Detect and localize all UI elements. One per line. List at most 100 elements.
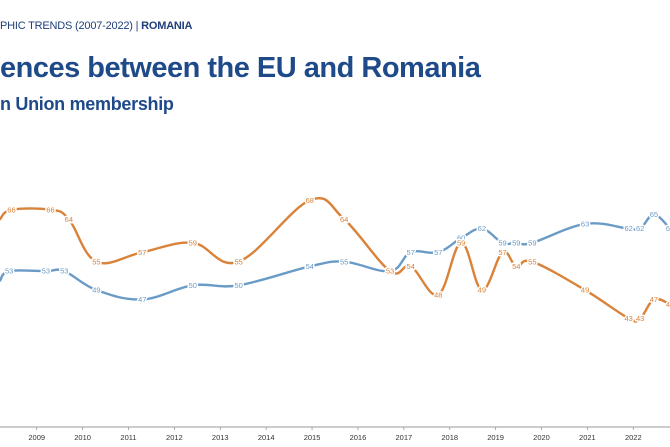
series-blue-data-label: 65 [650, 210, 658, 219]
series-blue-label-halo: 50 [234, 281, 242, 290]
series-orange-label-halo: 55 [234, 257, 242, 266]
series-orange-label-halo: 43 [636, 314, 644, 323]
series-orange-label-halo: 59 [189, 238, 197, 247]
series-blue-data-label: 59 [512, 238, 520, 247]
series-orange-data-label: 54 [407, 262, 415, 271]
series-blue-data-label: 60 [457, 234, 465, 243]
series-orange-data-label: 66 [7, 205, 15, 214]
series-blue-label-halo: 59 [512, 238, 520, 247]
series-blue-label-halo: 47 [138, 295, 146, 304]
series-blue-data-label: 57 [407, 248, 415, 257]
series-blue-label-halo: 60 [457, 234, 465, 243]
series-blue-label-halo: 59 [498, 238, 506, 247]
series-orange-data-label: 66 [46, 205, 54, 214]
series-orange-label-halo: 59 [457, 238, 465, 247]
series-blue-line [0, 213, 670, 301]
series-orange-data-label: 57 [138, 248, 146, 257]
series-blue-data-label: 49 [92, 286, 100, 295]
x-tick-label: 2021 [579, 433, 596, 442]
series-blue-data-label: 59 [498, 238, 506, 247]
header-series-text: PHIC TRENDS (2007-2022) | [0, 20, 139, 32]
series-blue-label-halo: 53 [60, 267, 68, 276]
x-tick-label: 2014 [258, 433, 275, 442]
series-orange-label-halo: 68 [306, 196, 314, 205]
x-tick-label: 2013 [212, 433, 229, 442]
x-tick-label: 2017 [395, 433, 412, 442]
x-tick-label: 2011 [120, 433, 136, 442]
series-orange-label-halo: 49 [581, 286, 589, 295]
x-tick-label: 2018 [441, 433, 458, 442]
series-blue-label-halo: 59 [528, 238, 536, 247]
series-orange-label-halo: 54 [407, 262, 415, 271]
series-orange-label-halo: 46 [666, 300, 670, 309]
series-orange-data-label: 59 [189, 238, 197, 247]
series-blue-data-label: 59 [528, 238, 536, 247]
series-blue-label-halo: 62 [636, 224, 644, 233]
series-blue-data-label: 62 [666, 224, 670, 233]
series-orange-label-halo: 49 [478, 286, 486, 295]
series-blue-data-label: 50 [189, 281, 197, 290]
series-blue-data-label: 53 [5, 267, 13, 276]
series-blue-label-halo: 62 [666, 224, 670, 233]
series-orange-data-label: 64 [340, 215, 348, 224]
series-blue-data-label: 53 [42, 267, 50, 276]
series-orange-data-label: 53 [386, 267, 394, 276]
series-blue-data-label: 53 [60, 267, 68, 276]
series-orange-data-label: 57 [498, 248, 506, 257]
series-orange-label-halo: 48 [434, 290, 442, 299]
series-orange-label-halo: 64 [65, 215, 73, 224]
series-orange-data-label: 47 [650, 295, 658, 304]
series-orange-data-label: 46 [666, 300, 670, 309]
series-orange-label-halo: 55 [92, 257, 100, 266]
series-blue-label-halo: 57 [407, 248, 415, 257]
x-tick-label: 2016 [350, 433, 367, 442]
x-tick-label: 2022 [625, 433, 642, 442]
series-blue-label-halo: 49 [92, 286, 100, 295]
series-orange-label-halo: 53 [386, 267, 394, 276]
series-orange-data-label: 49 [581, 286, 589, 295]
series-orange-label-halo: 64 [340, 215, 348, 224]
report-header: PHIC TRENDS (2007-2022) | ROMANIA [0, 20, 192, 32]
series-orange-data-label: 59 [457, 238, 465, 247]
series-blue-label-halo: 57 [434, 248, 442, 257]
series-blue-data-label: 57 [434, 248, 442, 257]
series-orange-data-label: 48 [434, 290, 442, 299]
series-blue-label-halo: 62 [625, 224, 633, 233]
series-blue-data-label: 63 [581, 220, 589, 229]
series-orange-label-halo: 66 [7, 205, 15, 214]
x-tick-label: 2012 [166, 433, 183, 442]
series-orange-data-label: 54 [512, 262, 520, 271]
x-tick-label: 2019 [487, 433, 504, 442]
series-orange-data-label: 43 [636, 314, 644, 323]
series-orange-label-halo: 43 [625, 314, 633, 323]
series-blue-data-label: 62 [478, 224, 486, 233]
chart-subtitle: n Union membership [0, 94, 174, 114]
series-blue-label-halo: 55 [340, 257, 348, 266]
series-blue-label-halo: 63 [581, 220, 589, 229]
series-blue-data-label: 50 [234, 281, 242, 290]
series-blue-label-halo: 62 [478, 224, 486, 233]
series-orange-label-halo: 57 [498, 248, 506, 257]
x-tick-label: 2015 [304, 433, 321, 442]
series-orange-data-label: 64 [65, 215, 73, 224]
series-blue-label-halo: 65 [650, 210, 658, 219]
series-blue-label-halo: 50 [189, 281, 197, 290]
x-tick-label: 2020 [533, 433, 550, 442]
series-orange-data-label: 68 [306, 196, 314, 205]
chart-title: ences between the EU and Romania [0, 52, 481, 84]
series-orange-data-label: 49 [478, 286, 486, 295]
x-tick-label: 2010 [74, 433, 91, 442]
series-orange-label-halo: 66 [46, 205, 54, 214]
series-blue-label-halo: 53 [5, 267, 13, 276]
series-blue-data-label: 55 [340, 257, 348, 266]
series-orange-label-halo: 55 [528, 257, 536, 266]
series-orange-data-label: 55 [528, 257, 536, 266]
series-blue-data-label: 54 [306, 262, 314, 271]
series-blue-data-label: 62 [636, 224, 644, 233]
series-orange-label-halo: 47 [650, 295, 658, 304]
series-blue-label-halo: 54 [306, 262, 314, 271]
series-orange-data-label: 43 [625, 314, 633, 323]
series-blue-label-halo: 53 [42, 267, 50, 276]
series-orange-label-halo: 54 [512, 262, 520, 271]
